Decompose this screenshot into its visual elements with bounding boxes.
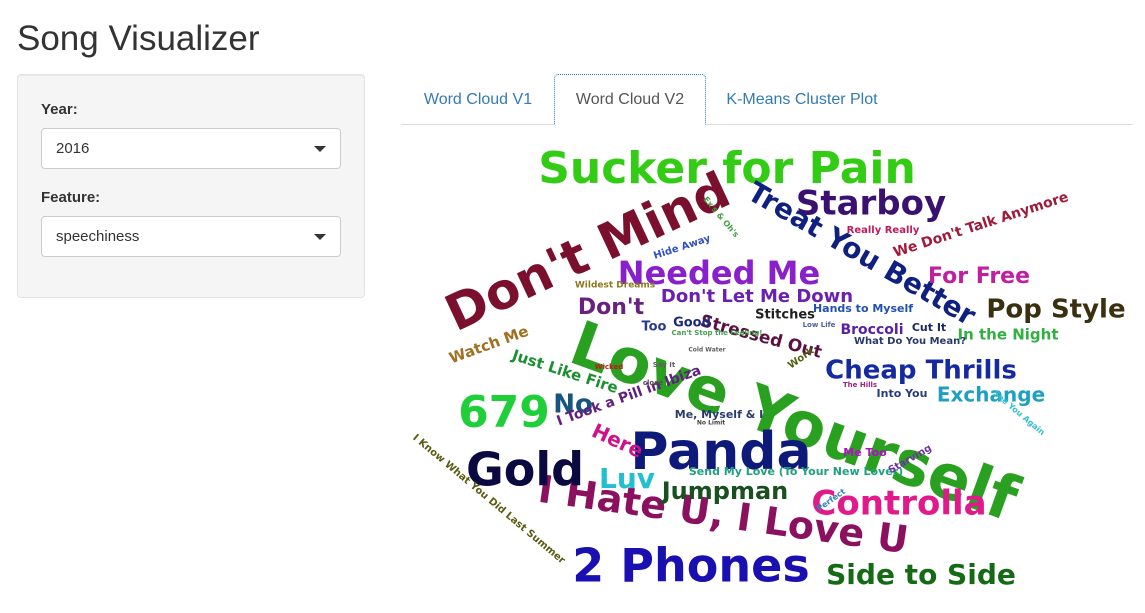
word-cloud-word: Broccoli (840, 322, 903, 338)
app-title: Song Visualizer (17, 19, 260, 58)
word-cloud-word: No Limit (697, 420, 725, 427)
tab-bar: Word Cloud V1 Word Cloud V2 K-Means Clus… (401, 74, 1133, 125)
sidebar-panel: Year: 2016 Feature: speechiness (17, 74, 365, 298)
word-cloud-word: Low Life (803, 321, 836, 329)
word-cloud-word: Send My Love (To Your New Lover) (689, 465, 903, 478)
word-cloud-word: For Free (928, 264, 1030, 289)
word-cloud-word: Into You (877, 387, 928, 400)
word-cloud-word: Me Too (843, 446, 887, 459)
chevron-down-icon (314, 145, 326, 152)
tab-k-means-cluster-plot[interactable]: K-Means Cluster Plot (726, 90, 878, 108)
word-cloud-word: Gold (466, 443, 584, 497)
word-cloud-word: Starboy (796, 184, 946, 224)
word-cloud-word: No (553, 390, 593, 420)
word-cloud-word: Me, Myself & I (675, 408, 763, 421)
word-cloud-word: Hands to Myself (813, 302, 913, 315)
word-cloud-word: Really Really (847, 225, 920, 236)
word-cloud-word: The Hills (843, 381, 877, 389)
word-cloud-word: Don't (578, 295, 645, 320)
word-cloud-word: Wildest Dreams (575, 281, 655, 291)
word-cloud-word: Sucker for Pain (538, 143, 916, 194)
word-cloud-word: Can't Stop the Feeling! (672, 329, 763, 337)
feature-select-value: speechiness (56, 228, 140, 245)
word-cloud-word: 2 Phones (572, 539, 809, 593)
word-cloud-word: Stitches (755, 308, 815, 323)
word-cloud-word: Pop Style (986, 295, 1125, 325)
word-cloud-word: Cut It (912, 321, 946, 334)
feature-label: Feature: (41, 189, 101, 206)
year-select-value: 2016 (56, 140, 90, 157)
word-cloud-word: What Do You Mean? (854, 336, 966, 347)
word-cloud-word: Wicked (595, 363, 624, 371)
word-cloud-word: In the Night (957, 326, 1058, 344)
word-cloud-word: Too (641, 320, 666, 335)
word-cloud-word: Exchange (937, 383, 1045, 407)
word-cloud-word: close (643, 379, 664, 387)
word-cloud-word: Cold Water (688, 347, 725, 354)
chevron-down-icon (314, 233, 326, 240)
word-cloud-word: 679 (458, 387, 550, 438)
word-cloud-word: Luv (599, 462, 655, 495)
word-cloud-word: Controlla (811, 484, 986, 524)
word-cloud-word: Jumpman (660, 477, 789, 505)
word-cloud-word: Cheap Thrills (825, 356, 1017, 386)
year-select[interactable]: 2016 (41, 128, 341, 169)
word-cloud-word: Side to Side (826, 558, 1016, 591)
year-label: Year: (41, 101, 78, 118)
word-cloud-word: Don't Let Me Down (661, 286, 853, 307)
word-cloud-word: Good (673, 316, 711, 331)
tab-word-cloud-v2[interactable]: Word Cloud V2 (554, 74, 706, 125)
feature-select[interactable]: speechiness (41, 216, 341, 257)
word-cloud-word: Needed Me (618, 254, 820, 292)
word-cloud-word: Panda (630, 422, 811, 482)
word-cloud-word: Say It (653, 361, 676, 369)
tab-word-cloud-v1[interactable]: Word Cloud V1 (423, 90, 533, 108)
